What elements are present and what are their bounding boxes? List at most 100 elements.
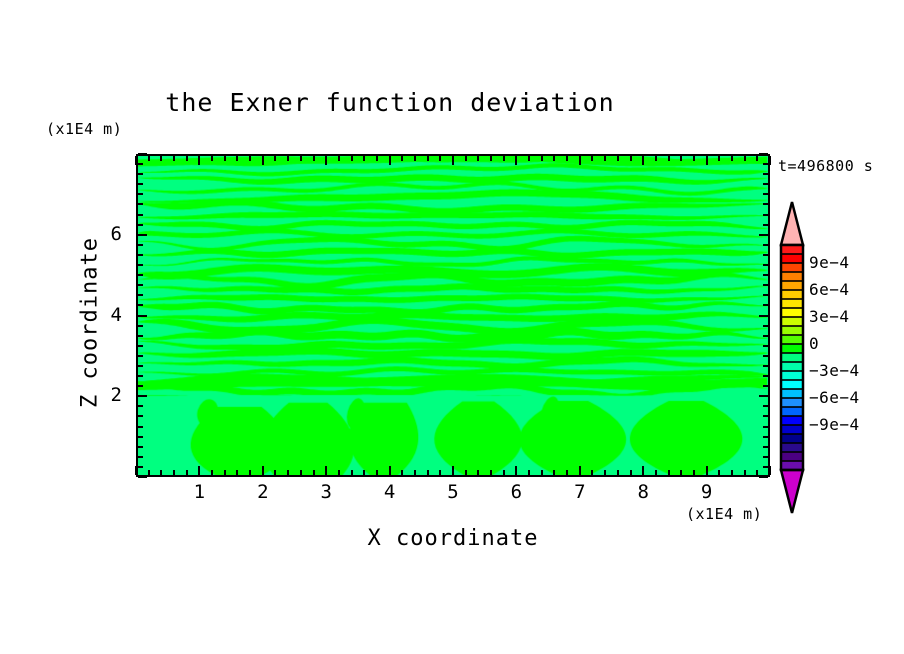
x-tick-minor: [502, 156, 505, 161]
x-tick-label: 8: [637, 481, 649, 503]
colorbar-swatches: [779, 201, 805, 514]
y-tick-minor: [138, 183, 143, 186]
x-tick-minor: [718, 156, 721, 161]
x-tick-minor: [553, 156, 556, 161]
x-tick-minor: [490, 156, 493, 161]
x-tick-minor: [312, 470, 315, 475]
y-tick-minor: [138, 243, 143, 246]
y-tick-minor: [138, 465, 143, 468]
y-tick-minor: [138, 193, 143, 196]
x-tick-minor: [490, 470, 493, 475]
x-tick-minor: [223, 156, 226, 161]
x-tick-minor: [528, 470, 531, 475]
colorbar-tick-label: −9e−4: [809, 415, 860, 434]
x-tick-minor: [274, 156, 277, 161]
x-tick-minor: [363, 470, 366, 475]
x-tick-minor: [211, 470, 214, 475]
y-tick-minor: [138, 294, 143, 297]
y-tick-minor: [763, 183, 768, 186]
y-tick-minor: [763, 385, 768, 388]
x-tick-major: [769, 156, 771, 165]
y-tick-minor: [138, 455, 143, 458]
x-tick-major: [642, 156, 645, 165]
colorbar-tick-label: −6e−4: [809, 388, 860, 407]
x-tick-minor: [287, 156, 290, 161]
x-tick-minor: [667, 156, 670, 161]
y-tick-major: [138, 395, 147, 398]
page-title: the Exner function deviation: [165, 88, 615, 117]
x-tick-minor: [654, 470, 657, 475]
x-tick-minor: [528, 156, 531, 161]
x-tick-minor: [211, 156, 214, 161]
y-tick-minor: [763, 354, 768, 357]
timestamp-annotation: t=496800 s: [778, 157, 874, 175]
x-tick-minor: [173, 470, 176, 475]
x-tick-major: [261, 156, 264, 165]
x-tick-minor: [299, 470, 302, 475]
x-tick-minor: [604, 156, 607, 161]
x-tick-major: [135, 466, 137, 475]
x-tick-minor: [464, 156, 467, 161]
x-tick-minor: [629, 470, 632, 475]
x-tick-minor: [249, 156, 252, 161]
x-tick-minor: [312, 156, 315, 161]
y-tick-minor: [763, 334, 768, 337]
x-tick-minor: [718, 470, 721, 475]
y-tick-minor: [138, 344, 143, 347]
x-tick-label: 1: [193, 481, 206, 503]
x-tick-minor: [337, 156, 340, 161]
y-tick-minor: [763, 364, 768, 367]
x-tick-minor: [730, 156, 733, 161]
colorbar: 9e−4 6e−4 3e−4 0 −3e−4 −6e−4 −9e−4: [775, 200, 900, 515]
x-tick-minor: [502, 470, 505, 475]
x-tick-minor: [743, 470, 746, 475]
y-tick-minor: [138, 264, 143, 267]
x-tick-minor: [477, 470, 480, 475]
x-tick-major: [705, 466, 708, 475]
x-tick-minor: [654, 156, 657, 161]
x-tick-minor: [223, 470, 226, 475]
y-tick-minor: [138, 364, 143, 367]
y-tick-minor: [763, 193, 768, 196]
x-tick-minor: [591, 470, 594, 475]
y-tick-major: [138, 476, 147, 478]
x-tick-minor: [236, 470, 239, 475]
colorbar-tick-label: 6e−4: [809, 280, 850, 299]
x-tick-minor: [299, 156, 302, 161]
x-tick-major: [515, 156, 518, 165]
y-tick-minor: [763, 304, 768, 307]
x-tick-minor: [553, 470, 556, 475]
y-tick-minor: [763, 375, 768, 378]
y-tick-minor: [138, 274, 143, 277]
x-tick-label: 9: [700, 481, 713, 503]
x-tick-minor: [337, 470, 340, 475]
y-tick-minor: [138, 425, 143, 428]
y-tick-minor: [763, 284, 768, 287]
x-tick-minor: [249, 470, 252, 475]
y-tick-minor: [138, 163, 143, 166]
y-tick-minor: [763, 274, 768, 277]
y-tick-minor: [138, 304, 143, 307]
y-tick-major: [138, 314, 147, 317]
y-tick-minor: [763, 294, 768, 297]
y-tick-minor: [763, 223, 768, 226]
y-tick-minor: [138, 385, 143, 388]
y-tick-minor: [763, 264, 768, 267]
y-tick-minor: [763, 253, 768, 256]
x-tick-minor: [439, 156, 442, 161]
y-tick-minor: [763, 203, 768, 206]
x-tick-minor: [401, 470, 404, 475]
y-tick-minor: [138, 445, 143, 448]
x-tick-minor: [185, 156, 188, 161]
x-tick-minor: [160, 156, 163, 161]
x-tick-major: [578, 466, 581, 475]
y-tick-label: 4: [110, 303, 122, 326]
y-tick-minor: [763, 415, 768, 418]
x-tick-minor: [616, 470, 619, 475]
x-tick-minor: [756, 156, 759, 161]
x-tick-major: [388, 466, 391, 475]
x-tick-minor: [604, 470, 607, 475]
y-tick-minor: [138, 253, 143, 256]
x-tick-minor: [680, 470, 683, 475]
x-tick-minor: [401, 156, 404, 161]
